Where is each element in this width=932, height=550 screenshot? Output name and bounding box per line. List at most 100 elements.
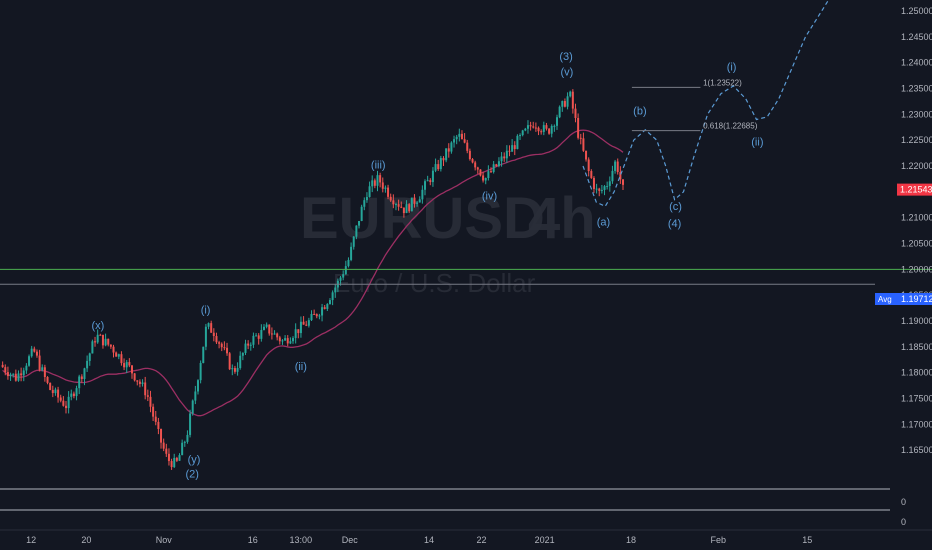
candle-body	[315, 314, 318, 317]
candle-body	[28, 356, 31, 366]
watermark: EURUSD 4h Euro / U.S. Dollar	[300, 186, 596, 298]
moving-average-layer	[2, 129, 624, 417]
candle-body	[484, 178, 487, 181]
candle-body	[579, 137, 582, 139]
candle-body	[434, 164, 437, 171]
candle-body	[413, 197, 416, 204]
candle-body	[318, 315, 321, 317]
wave-label: (a)	[597, 216, 610, 228]
fib-level-label: 0.618(1.22685)	[703, 122, 758, 131]
candle-body	[292, 338, 295, 342]
candle-body	[603, 186, 606, 190]
candle-body	[80, 376, 83, 380]
candle-body	[199, 362, 202, 381]
candle-body	[437, 164, 440, 170]
wave-projection-path	[582, 0, 830, 208]
candle-body	[152, 406, 155, 417]
candle-body	[228, 353, 231, 370]
candle-body	[466, 142, 469, 151]
candle-body	[226, 347, 229, 354]
candle-body	[542, 125, 545, 132]
candle-body	[352, 236, 355, 247]
wave-label: (b)	[633, 105, 646, 117]
candle-body	[157, 421, 160, 429]
time-tick-label: 2021	[535, 535, 555, 545]
wave-label: (3)	[559, 51, 572, 63]
candle-body	[360, 206, 363, 221]
candle-body	[611, 170, 614, 182]
candle-body	[550, 125, 553, 134]
candle-body	[244, 343, 247, 353]
candle-body	[299, 321, 302, 334]
candle-body	[328, 300, 331, 305]
candle-body	[526, 125, 529, 129]
candle-body	[313, 313, 316, 315]
candle-body	[595, 188, 598, 190]
candle-body	[513, 145, 516, 150]
candle-body	[310, 313, 313, 321]
wave-label: (x)	[91, 320, 104, 332]
wave-label: (c)	[669, 201, 682, 213]
candle-body	[331, 292, 334, 301]
candle-body	[83, 368, 86, 380]
candle-body	[6, 372, 9, 377]
candle-body	[302, 321, 305, 325]
candle-body	[115, 352, 118, 357]
candle-body	[202, 346, 205, 363]
candle-body	[146, 395, 149, 397]
candle-body	[371, 180, 374, 187]
time-axis[interactable]: 12 20 Nov 16 13:00 Dec 14 22 2021 18 Feb 15	[0, 529, 932, 545]
candle-body	[136, 380, 139, 382]
candle-body	[178, 455, 181, 461]
candle-body	[405, 204, 408, 214]
wave-label: (iii)	[371, 160, 386, 172]
candle-body	[532, 126, 535, 128]
wave-label: (v)	[561, 67, 574, 79]
candle-body	[326, 304, 329, 309]
candle-body	[458, 133, 461, 137]
candle-body	[20, 373, 23, 376]
candle-body	[101, 334, 104, 346]
price-axis[interactable]: 1.25000 1.24500 1.24000 1.23500 1.23000 1.225…	[901, 6, 932, 455]
candle-body	[149, 396, 152, 407]
candle-body	[426, 180, 429, 182]
candle-body	[521, 130, 524, 136]
candle-body	[569, 91, 572, 97]
candle-body	[508, 150, 511, 152]
candle-body	[524, 128, 527, 131]
candle-body	[35, 351, 38, 356]
candle-body	[294, 329, 297, 339]
candle-body	[239, 355, 242, 369]
candle-body	[516, 135, 519, 150]
candle-body	[400, 206, 403, 208]
candle-body	[88, 353, 91, 361]
candle-body	[67, 396, 70, 409]
candle-body	[445, 148, 448, 161]
time-tick-label: 12	[26, 535, 36, 545]
candle-body	[321, 307, 324, 316]
candle-body	[503, 156, 506, 159]
candle-body	[463, 139, 466, 143]
price-tick-label: 1.24000	[901, 58, 932, 68]
candle-body	[91, 341, 94, 354]
candle-body	[474, 162, 477, 168]
candle-body	[257, 335, 260, 339]
candle-body	[421, 189, 424, 200]
candle-body	[495, 164, 498, 167]
candle-body	[241, 352, 244, 356]
candle-body	[17, 373, 20, 381]
candle-body	[59, 397, 62, 401]
price-tick-label: 1.19000	[901, 316, 932, 326]
candle-body	[212, 332, 215, 337]
price-tick-label: 1.23000	[901, 109, 932, 119]
candle-body	[207, 323, 210, 327]
candle-body	[408, 204, 411, 212]
candle-body	[614, 161, 617, 171]
candle-body	[46, 376, 49, 383]
candle-body	[25, 365, 28, 371]
candle-body	[194, 391, 197, 401]
candle-body	[223, 347, 226, 349]
candle-body	[173, 457, 176, 468]
wave-label: (i)	[201, 304, 211, 316]
